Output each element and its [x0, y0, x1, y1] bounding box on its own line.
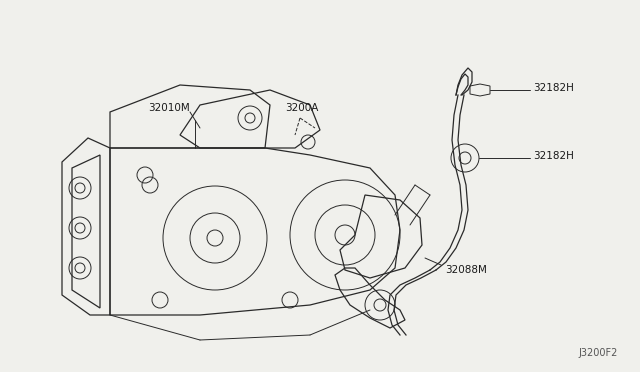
Text: 32182H: 32182H [533, 151, 574, 161]
Text: 32088M: 32088M [445, 265, 487, 275]
Text: 32010M: 32010M [148, 103, 189, 113]
Text: 3200A: 3200A [285, 103, 318, 113]
Text: J3200F2: J3200F2 [579, 348, 618, 358]
Text: 32182H: 32182H [533, 83, 574, 93]
